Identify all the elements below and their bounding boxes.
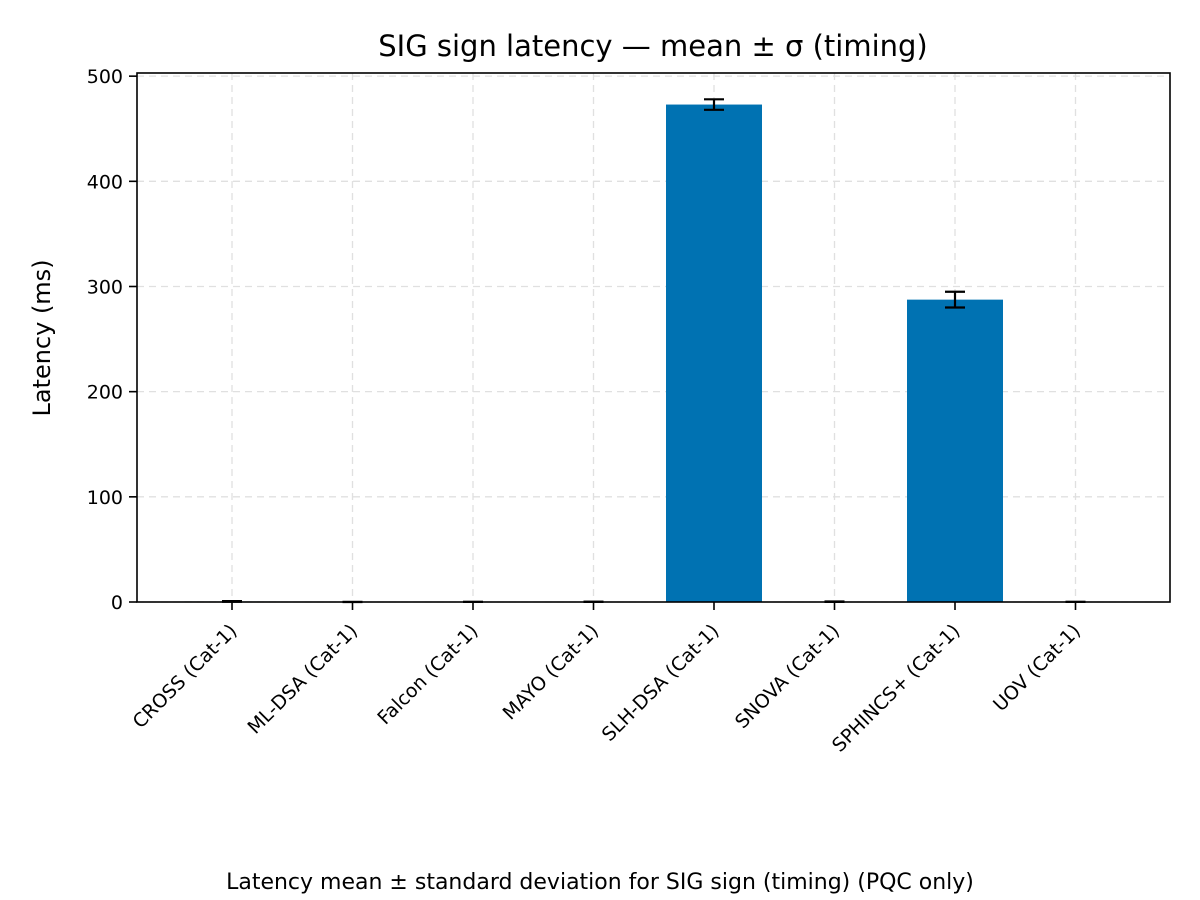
x-tick-label: MAYO (Cat-1) xyxy=(499,620,603,724)
x-tick-label: CROSS (Cat-1) xyxy=(129,620,242,733)
x-tick-label: SPHINCS+ (Cat-1) xyxy=(828,620,965,757)
bar xyxy=(907,299,1003,602)
y-tick-label: 100 xyxy=(87,487,123,509)
grid-layer xyxy=(137,73,1170,603)
x-tick-label: UOV (Cat-1) xyxy=(989,620,1085,716)
y-tick-label: 500 xyxy=(87,66,123,88)
figure-caption: Latency mean ± standard deviation for SI… xyxy=(226,870,974,895)
x-tick-label: ML-DSA (Cat-1) xyxy=(243,620,362,739)
x-tick-label: SNOVA (Cat-1) xyxy=(731,620,844,733)
x-tick-label: SLH-DSA (Cat-1) xyxy=(598,620,724,746)
bars-layer xyxy=(184,104,1124,603)
y-tick-label: 200 xyxy=(87,382,123,404)
y-tick-label: 400 xyxy=(87,171,123,193)
y-tick-label: 0 xyxy=(111,592,123,614)
plot-frame xyxy=(136,72,1171,603)
x-tick-label: Falcon (Cat-1) xyxy=(373,620,482,729)
bar xyxy=(666,104,762,603)
chart-title: SIG sign latency — mean ± σ (timing) xyxy=(378,29,928,63)
y-tick-label: 300 xyxy=(87,276,123,298)
y-axis-label: Latency (ms) xyxy=(28,259,56,416)
